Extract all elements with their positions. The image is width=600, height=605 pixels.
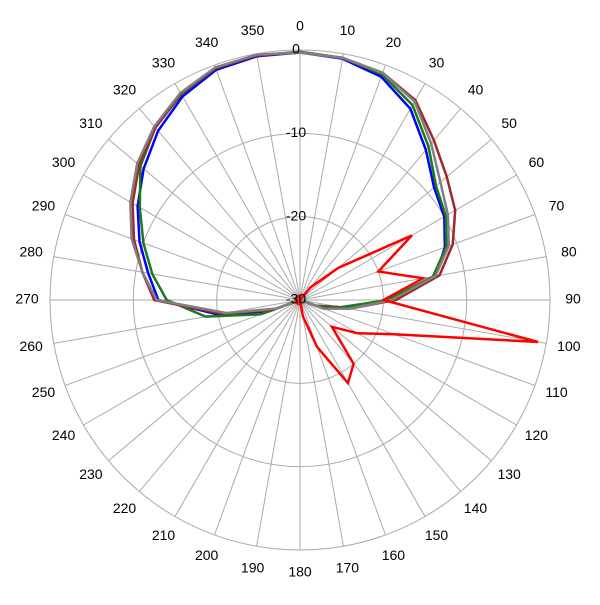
angle-label: 280 <box>19 243 43 259</box>
spoke <box>214 299 301 536</box>
angle-label: 340 <box>195 34 219 50</box>
spoke <box>299 64 386 301</box>
angle-label: 270 <box>15 291 39 307</box>
spoke <box>214 64 301 301</box>
angle-label: 220 <box>113 500 137 516</box>
angle-label: 30 <box>429 54 445 70</box>
angle-label: 80 <box>561 243 577 259</box>
angle-label: 130 <box>497 466 521 482</box>
angle-label: 160 <box>382 547 406 563</box>
spoke <box>299 53 344 301</box>
angle-label: 40 <box>468 82 484 98</box>
angle-label: 290 <box>32 197 56 213</box>
r-tick-label: -30 <box>286 291 306 307</box>
angle-label: 250 <box>32 384 56 400</box>
angle-label: 210 <box>152 527 176 543</box>
angle-label: 190 <box>241 560 265 576</box>
angle-label: 350 <box>241 22 265 38</box>
spoke <box>299 214 536 301</box>
angle-label: 320 <box>113 82 137 98</box>
spoke <box>83 174 301 301</box>
angle-label: 110 <box>545 384 568 400</box>
angle-label: 90 <box>565 291 581 307</box>
angle-label: 180 <box>288 564 312 580</box>
spoke <box>299 299 462 492</box>
angle-label: 170 <box>336 560 360 576</box>
angle-label: 310 <box>79 115 103 131</box>
spoke <box>53 256 301 301</box>
series-line <box>294 234 539 386</box>
grid-ring <box>49 49 551 551</box>
spoke <box>299 299 344 547</box>
spoke <box>299 83 426 301</box>
angle-label: 120 <box>525 427 549 443</box>
spoke <box>299 299 536 386</box>
angle-label: 260 <box>19 338 43 354</box>
spoke <box>83 299 301 426</box>
angle-label: 0 <box>296 18 304 34</box>
spoke <box>256 299 301 547</box>
angle-label: 10 <box>340 22 356 38</box>
angle-label: 240 <box>52 427 76 443</box>
spoke <box>138 299 301 492</box>
angle-label: 140 <box>464 500 488 516</box>
spoke <box>138 108 301 301</box>
spoke <box>174 83 301 301</box>
spoke <box>256 53 301 301</box>
angle-label: 70 <box>549 197 565 213</box>
angle-label: 230 <box>79 466 103 482</box>
spoke <box>299 299 426 517</box>
spoke <box>108 299 301 462</box>
grid-ring <box>132 132 468 468</box>
angle-label: 330 <box>152 54 176 70</box>
r-tick-label: -10 <box>286 124 306 140</box>
angle-label: 150 <box>425 527 449 543</box>
spoke <box>299 299 517 426</box>
angle-label: 20 <box>386 34 402 50</box>
r-tick-label: 0 <box>292 41 300 57</box>
angle-label: 300 <box>52 154 76 170</box>
angle-label: 100 <box>557 338 581 354</box>
angle-label: 200 <box>195 547 219 563</box>
angle-label: 60 <box>529 154 545 170</box>
spoke <box>64 214 301 301</box>
angle-label: 50 <box>501 115 517 131</box>
spoke <box>53 299 301 344</box>
spoke <box>174 299 301 517</box>
r-tick-label: -20 <box>286 207 306 223</box>
